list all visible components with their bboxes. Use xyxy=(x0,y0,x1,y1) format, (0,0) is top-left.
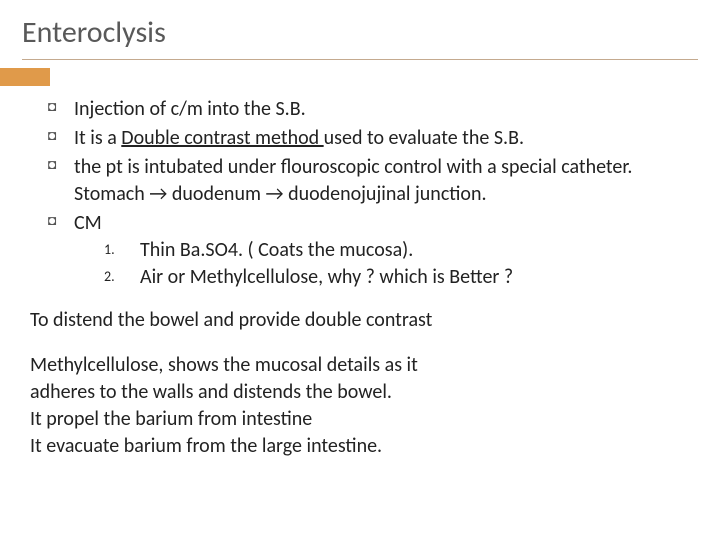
numbered-list: 1. Thin Ba.SO4. ( Coats the mucosa). 2. … xyxy=(104,237,690,291)
bullet-item: the pt is intubated under flouroscopic c… xyxy=(48,154,690,208)
para-line: It propel the barium from intestine xyxy=(30,406,690,433)
item-text: Air or Methylcellulose, why ? which is B… xyxy=(140,265,513,289)
bullet-item: CM 1. Thin Ba.SO4. ( Coats the mucosa). … xyxy=(48,210,690,291)
bullet-item: Injection of c/m into the S.B. xyxy=(48,96,690,123)
bullet-list: Injection of c/m into the S.B. It is a D… xyxy=(48,96,690,291)
slide-content: Injection of c/m into the S.B. It is a D… xyxy=(0,96,720,460)
title-rule xyxy=(22,59,698,60)
bullet-text: the pt is intubated under flouroscopic c… xyxy=(74,155,632,206)
para-line: Methylcellulose, shows the mucosal detai… xyxy=(30,352,690,379)
item-number: 2. xyxy=(104,268,115,287)
bullet-suffix: used to evaluate the S.B. xyxy=(324,126,524,150)
item-number: 1. xyxy=(104,241,115,260)
accent-bar xyxy=(0,68,50,86)
bullet-text: Injection of c/m into the S.B. xyxy=(74,97,306,121)
item-text: Thin Ba.SO4. ( Coats the mucosa). xyxy=(140,238,413,262)
paragraph: Methylcellulose, shows the mucosal detai… xyxy=(30,352,690,460)
paragraph: To distend the bowel and provide double … xyxy=(30,307,690,334)
para-line: It evacuate barium from the large intest… xyxy=(30,433,690,460)
bullet-text: CM xyxy=(74,211,102,235)
para-line: adheres to the walls and distends the bo… xyxy=(30,379,690,406)
numbered-item: 2. Air or Methylcellulose, why ? which i… xyxy=(104,264,690,291)
bullet-underline: Double contrast method xyxy=(121,126,323,150)
numbered-item: 1. Thin Ba.SO4. ( Coats the mucosa). xyxy=(104,237,690,264)
bullet-item: It is a Double contrast method used to e… xyxy=(48,125,690,152)
slide-title: Enteroclysis xyxy=(0,0,720,59)
bullet-prefix: It is a xyxy=(74,126,121,150)
